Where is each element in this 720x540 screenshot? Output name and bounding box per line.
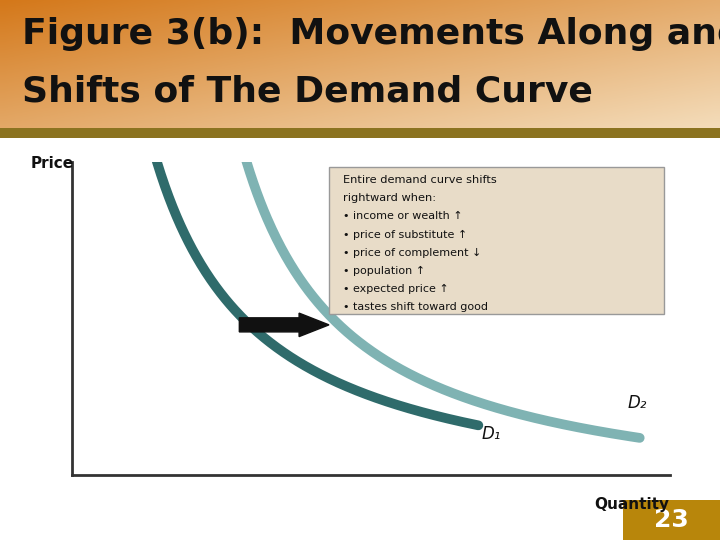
Text: Entire demand curve shifts: Entire demand curve shifts [343, 175, 497, 185]
FancyBboxPatch shape [329, 167, 664, 314]
FancyArrow shape [239, 313, 329, 336]
Text: • expected price ↑: • expected price ↑ [343, 284, 449, 294]
Text: • population ↑: • population ↑ [343, 266, 425, 276]
Text: rightward when:: rightward when: [343, 193, 436, 204]
FancyBboxPatch shape [623, 500, 720, 540]
Text: Shifts of The Demand Curve: Shifts of The Demand Curve [22, 75, 593, 109]
Text: • price of substitute ↑: • price of substitute ↑ [343, 230, 467, 240]
Text: • tastes shift toward good: • tastes shift toward good [343, 302, 487, 312]
FancyBboxPatch shape [0, 128, 720, 138]
Text: • income or wealth ↑: • income or wealth ↑ [343, 212, 462, 221]
Text: 23: 23 [654, 508, 689, 532]
Text: • price of complement ↓: • price of complement ↓ [343, 248, 481, 258]
Text: Price: Price [30, 156, 73, 171]
Text: Figure 3(b):  Movements Along and: Figure 3(b): Movements Along and [22, 17, 720, 51]
Text: Quantity: Quantity [595, 497, 670, 512]
Text: D₁: D₁ [482, 426, 500, 443]
Text: D₂: D₂ [628, 394, 647, 412]
